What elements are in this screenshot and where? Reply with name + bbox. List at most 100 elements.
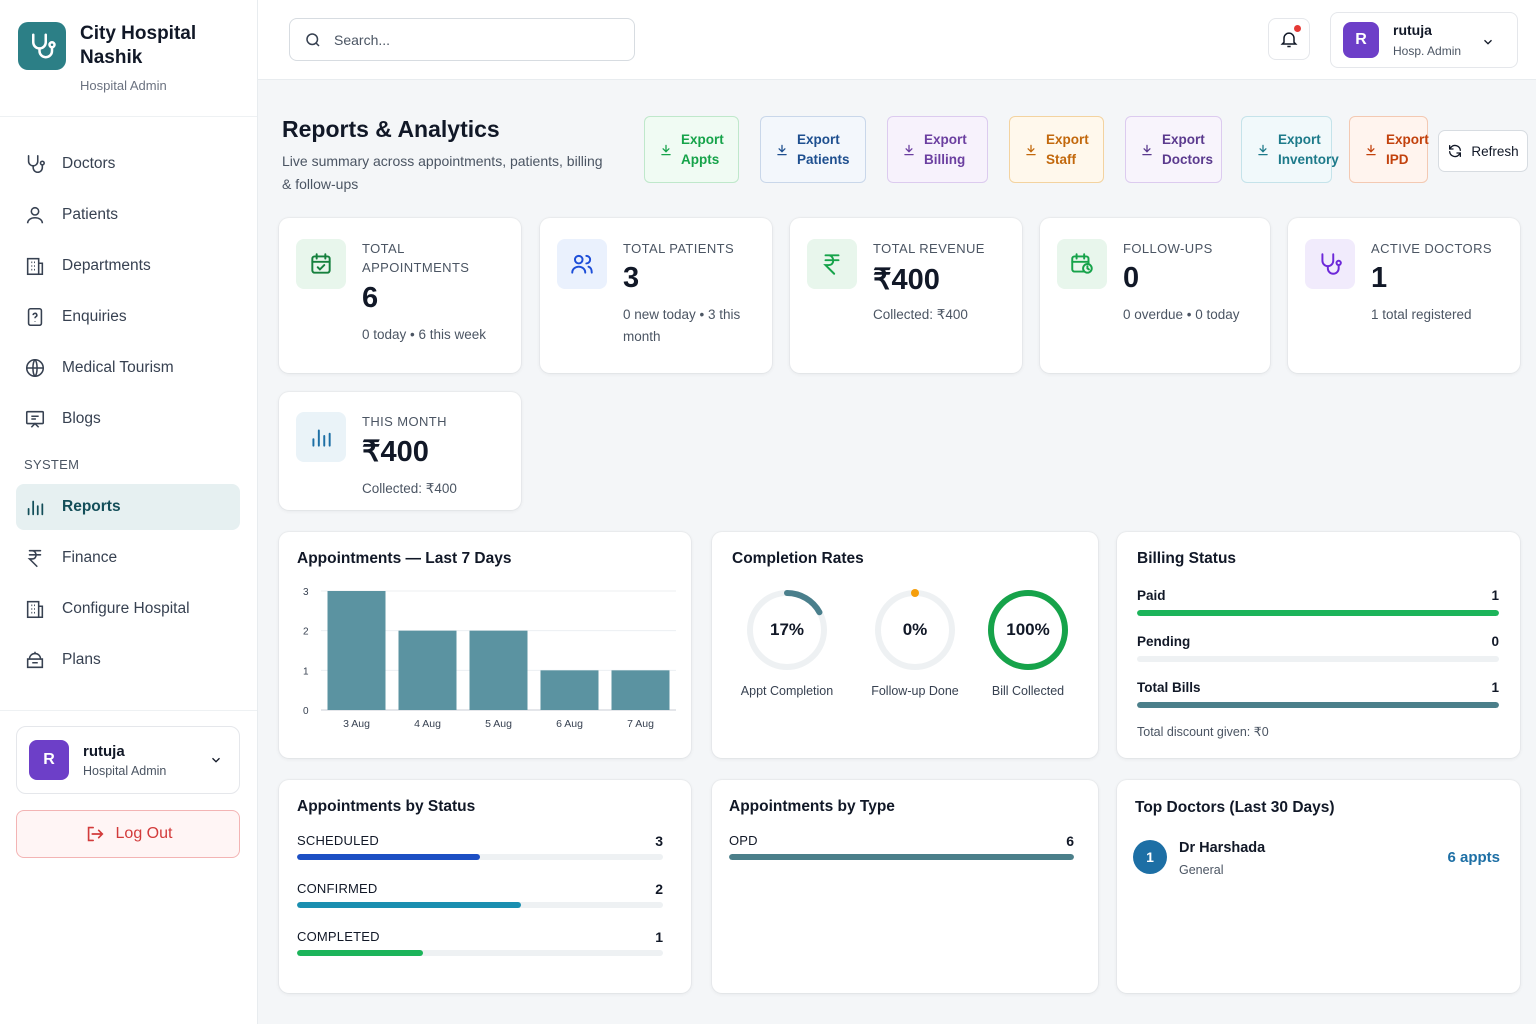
progress-fill bbox=[1137, 610, 1499, 616]
rupee-icon bbox=[807, 239, 857, 289]
bar[interactable] bbox=[469, 630, 528, 710]
notification-dot bbox=[1294, 25, 1301, 32]
ring-label: Appt Completion bbox=[740, 684, 834, 698]
stat-subtext: 0 overdue • 0 today bbox=[1123, 307, 1240, 322]
sidebar-item-plans[interactable]: Plans bbox=[16, 637, 240, 683]
ring-value: 0% bbox=[902, 620, 928, 639]
notifications-button[interactable] bbox=[1268, 18, 1310, 60]
search-box[interactable] bbox=[289, 18, 635, 61]
discount-note: Total discount given: ₹0 bbox=[1137, 725, 1269, 739]
refresh-icon bbox=[1449, 144, 1462, 158]
ring-value: 100% bbox=[1006, 620, 1050, 639]
bar[interactable] bbox=[540, 670, 599, 710]
download-icon bbox=[1258, 144, 1268, 155]
row-value: 2 bbox=[655, 881, 663, 897]
download-icon bbox=[1142, 144, 1152, 155]
progress-row: Total Bills 1 bbox=[1137, 680, 1499, 708]
logout-button[interactable]: Log Out bbox=[16, 810, 240, 858]
stat-card: TOTAL APPOINTMENTS 6 0 today • 6 this week bbox=[279, 218, 521, 373]
sidebar-item-enquiries[interactable]: Enquiries bbox=[16, 294, 240, 340]
hospital-role: Hospital Admin bbox=[80, 78, 167, 93]
doctor-row[interactable]: 1 Dr Harshada General 6 appts bbox=[1133, 838, 1500, 884]
export-inventory-button[interactable]: Export Inventory bbox=[1241, 116, 1339, 183]
export-appts-button[interactable]: Export Appts bbox=[644, 116, 739, 183]
avatar: R bbox=[1343, 22, 1379, 58]
bar[interactable] bbox=[398, 630, 457, 710]
bell-icon bbox=[1280, 32, 1298, 48]
row-value: 6 bbox=[1066, 833, 1074, 849]
doctor-appt-count: 6 appts bbox=[1447, 849, 1500, 866]
sidebar-item-label: Configure Hospital bbox=[62, 600, 190, 617]
progress-fill bbox=[1137, 702, 1499, 708]
x-tick-label: 7 Aug bbox=[627, 718, 654, 730]
rupee-icon bbox=[27, 549, 42, 568]
appointments-by-type-card: Appointments by Type OPD 6 bbox=[712, 780, 1098, 993]
top-doctors-card: Top Doctors (Last 30 Days) 1 Dr Harshada… bbox=[1117, 780, 1520, 993]
user-icon bbox=[26, 206, 44, 224]
stat-value: 0 bbox=[1123, 262, 1140, 294]
progress-row: COMPLETED 1 bbox=[297, 929, 663, 956]
ring-value: 17% bbox=[769, 620, 805, 639]
page-title: Reports & Analytics bbox=[282, 116, 500, 142]
sidebar-item-medical-tourism[interactable]: Medical Tourism bbox=[16, 345, 240, 391]
doctor-name: Dr Harshada bbox=[1179, 840, 1266, 856]
row-label: Total Bills bbox=[1137, 680, 1201, 695]
refresh-button[interactable]: Refresh bbox=[1438, 130, 1528, 172]
export-staff-button[interactable]: Export Staff bbox=[1009, 116, 1104, 183]
ring-label: Follow-up Done bbox=[871, 684, 959, 698]
topbar: R rutuja Hosp. Admin bbox=[258, 0, 1536, 80]
download-icon bbox=[1026, 144, 1036, 155]
y-tick-label: 0 bbox=[303, 706, 309, 717]
stat-label: ACTIVE DOCTORS bbox=[1371, 241, 1492, 256]
stat-subtext: 0 today • 6 this week bbox=[362, 327, 487, 342]
doctor-department: General bbox=[1179, 863, 1224, 877]
sidebar-user-menu[interactable]: R rutuja Hospital Admin bbox=[16, 726, 240, 794]
download-icon bbox=[661, 144, 671, 155]
sidebar-item-finance[interactable]: Finance bbox=[16, 535, 240, 581]
status-title: Appointments by Status bbox=[297, 798, 476, 815]
progress-ring bbox=[875, 589, 955, 670]
sidebar-item-blogs[interactable]: Blogs bbox=[16, 396, 240, 442]
stat-label: THIS MONTH bbox=[362, 414, 447, 429]
sidebar-item-doctors[interactable]: Doctors bbox=[16, 141, 240, 187]
sidebar-item-configure-hospital[interactable]: Configure Hospital bbox=[16, 586, 240, 632]
completion-rates-card: Completion Rates 17% Appt Completion 0% Fol… bbox=[712, 532, 1098, 758]
box-icon bbox=[26, 651, 44, 669]
stat-card: ACTIVE DOCTORS 1 1 total registered bbox=[1288, 218, 1520, 373]
row-value: 0 bbox=[1491, 634, 1499, 649]
top-doctors-title: Top Doctors (Last 30 Days) bbox=[1135, 799, 1335, 816]
sidebar-item-label: Departments bbox=[62, 257, 151, 274]
users-icon bbox=[557, 239, 607, 289]
row-label: Pending bbox=[1137, 634, 1191, 649]
bar[interactable] bbox=[327, 591, 386, 710]
sidebar-item-departments[interactable]: Departments bbox=[16, 243, 240, 289]
progress-fill bbox=[729, 854, 1074, 860]
nav-section-system: SYSTEM bbox=[24, 457, 80, 472]
sidebar-item-reports[interactable]: Reports bbox=[16, 484, 240, 530]
search-input[interactable] bbox=[334, 31, 614, 48]
export-billing-button[interactable]: Export Billing bbox=[887, 116, 988, 183]
billing-status-card: Billing Status Paid 1 Pending 0 Total Bills 1… bbox=[1117, 532, 1520, 758]
ring-fill bbox=[747, 590, 827, 670]
building-icon bbox=[26, 257, 44, 276]
export-patients-button[interactable]: Export Patients bbox=[760, 116, 866, 183]
progress-ring bbox=[988, 590, 1068, 670]
export-label: Export Doctors bbox=[1162, 131, 1214, 167]
appointments-chart-card: Appointments — Last 7 Days 0 1 2 3 3 Aug 4 Au… bbox=[279, 532, 691, 758]
stat-subtext: Collected: ₹400 bbox=[873, 307, 968, 322]
stat-label: TOTAL PATIENTS bbox=[623, 241, 735, 256]
bar[interactable] bbox=[611, 670, 670, 710]
appointments-by-status-card: Appointments by Status SCHEDULED 3 CONFIRM… bbox=[279, 780, 691, 993]
sidebar-item-label: Reports bbox=[62, 498, 121, 515]
stat-subtext: Collected: ₹400 bbox=[362, 481, 457, 496]
user-menu[interactable]: R rutuja Hosp. Admin bbox=[1330, 12, 1518, 68]
row-label: CONFIRMED bbox=[297, 881, 378, 896]
stat-label: FOLLOW-UPS bbox=[1123, 241, 1213, 256]
row-value: 1 bbox=[1491, 588, 1499, 603]
export-doctors-button[interactable]: Export Doctors bbox=[1125, 116, 1222, 183]
stat-value: ₹400 bbox=[873, 264, 940, 296]
export-ipd-button[interactable]: Export IPD bbox=[1349, 116, 1429, 183]
x-tick-label: 4 Aug bbox=[414, 718, 441, 730]
progress-track bbox=[1137, 656, 1499, 662]
sidebar-item-patients[interactable]: Patients bbox=[16, 192, 240, 238]
